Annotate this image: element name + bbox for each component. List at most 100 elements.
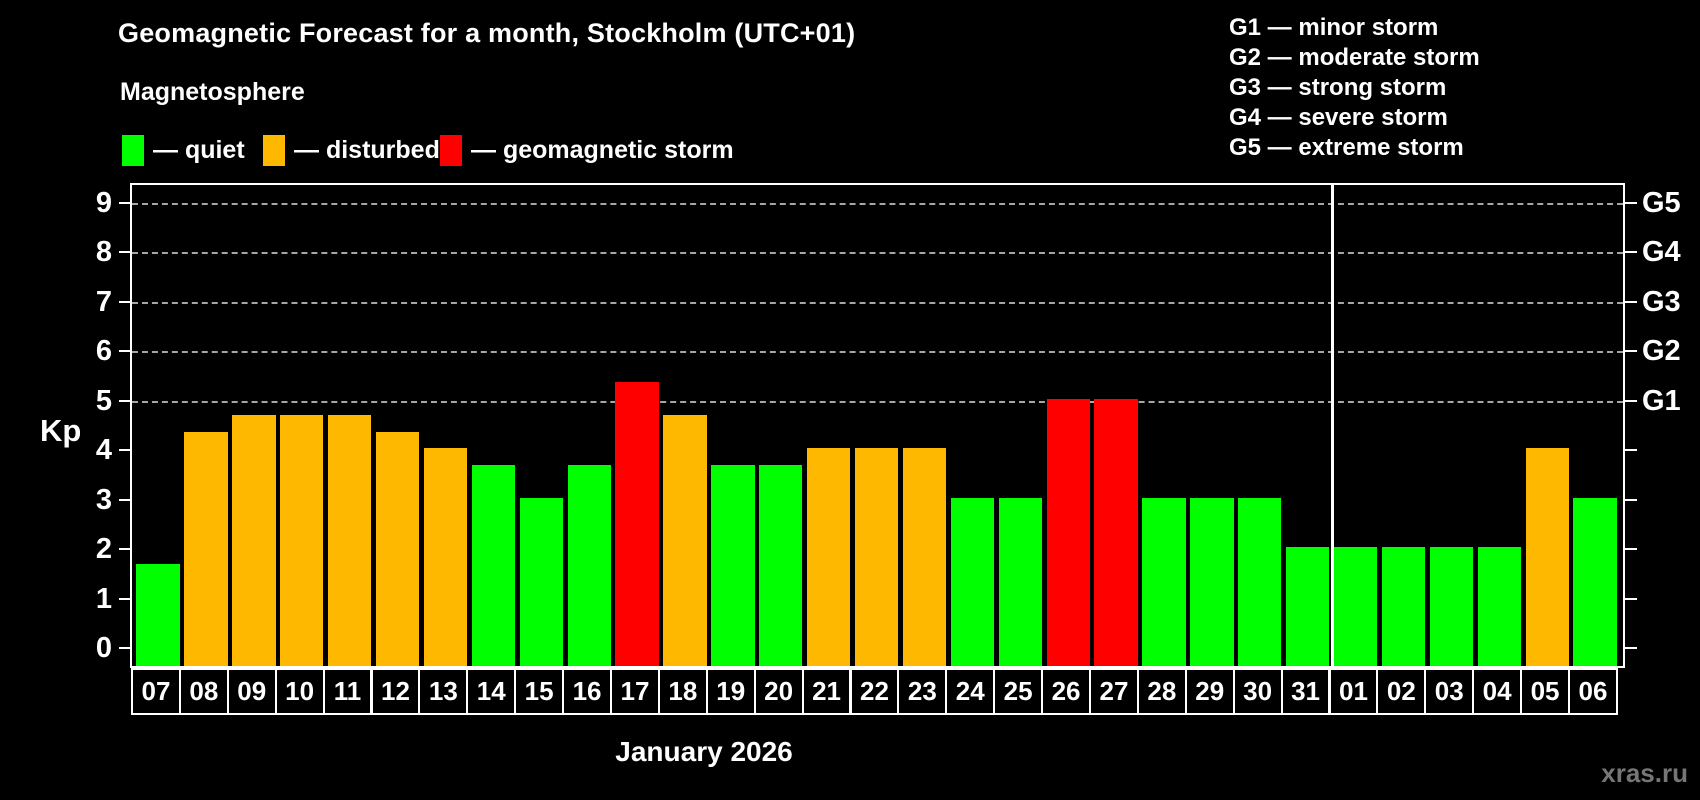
date-box-22: 22 — [849, 668, 900, 715]
date-label-03: 03 — [1434, 676, 1464, 706]
date-label-08: 08 — [189, 676, 219, 706]
date-box-04: 04 — [1472, 668, 1523, 715]
g-level-label-g4: G4 — [1642, 236, 1681, 269]
date-box-28: 28 — [1136, 668, 1187, 715]
kp-bar-17 — [615, 382, 659, 666]
y-tick-2 — [119, 548, 130, 551]
storm-scale-line-g5: G5 — extreme storm — [1229, 134, 1464, 161]
kp-bar-30 — [1238, 497, 1282, 666]
kp-bar-08 — [184, 431, 228, 666]
date-box-06: 06 — [1568, 668, 1618, 715]
kp-bar-10 — [280, 415, 324, 666]
y-tick-3 — [119, 498, 130, 501]
right-tick-6 — [1625, 350, 1637, 353]
date-label-15: 15 — [524, 676, 554, 706]
storm-swatch-icon — [440, 135, 462, 166]
legend-label-disturbed: — disturbed — [294, 136, 440, 164]
y-tick-6 — [119, 350, 130, 353]
date-box-29: 29 — [1184, 668, 1235, 715]
kp-bar-27 — [1094, 398, 1138, 666]
legend-label-storm: — geomagnetic storm — [471, 136, 734, 164]
date-label-09: 09 — [237, 676, 267, 706]
kp-bar-21 — [807, 448, 851, 666]
date-box-07: 07 — [131, 668, 181, 715]
right-tick-8 — [1625, 251, 1637, 254]
kp-bar-03 — [1429, 547, 1474, 666]
date-box-10: 10 — [274, 668, 325, 715]
g-level-label-g2: G2 — [1642, 335, 1681, 368]
date-label-04: 04 — [1482, 676, 1512, 706]
date-label-05: 05 — [1530, 676, 1560, 706]
date-label-17: 17 — [620, 676, 650, 706]
right-tick-3 — [1625, 498, 1637, 501]
storm-scale-line-g1: G1 — minor storm — [1229, 14, 1439, 41]
date-box-25: 25 — [993, 668, 1044, 715]
date-label-27: 27 — [1099, 676, 1129, 706]
date-label-31: 31 — [1291, 676, 1320, 706]
kp-bar-06 — [1573, 497, 1617, 666]
gridline-kp7 — [132, 301, 1623, 304]
chart-title: Geomagnetic Forecast for a month, Stockh… — [118, 18, 856, 48]
date-label-12: 12 — [380, 676, 410, 706]
y-tick-label-4: 4 — [95, 434, 112, 467]
right-tick-2 — [1625, 548, 1637, 551]
kp-bar-26 — [1046, 398, 1090, 666]
date-label-24: 24 — [955, 676, 985, 706]
kp-bar-18 — [663, 415, 707, 666]
right-tick-1 — [1625, 597, 1637, 600]
watermark: xras.ru — [1601, 758, 1688, 788]
storm-scale-line-g2: G2 — moderate storm — [1229, 44, 1480, 71]
date-box-01: 01 — [1328, 668, 1379, 715]
date-box-24: 24 — [945, 668, 996, 715]
right-tick-5 — [1625, 399, 1637, 402]
gridline-kp9 — [132, 202, 1623, 205]
kp-bar-02 — [1381, 547, 1426, 666]
kp-bar-24 — [950, 497, 995, 666]
date-label-06: 06 — [1578, 676, 1608, 706]
y-tick-label-0: 0 — [95, 632, 112, 665]
gridline-kp8 — [132, 252, 1623, 255]
date-box-16: 16 — [562, 668, 612, 715]
x-axis-title: January 2026 — [615, 736, 793, 767]
y-tick-label-8: 8 — [95, 236, 112, 269]
y-tick-0 — [119, 647, 130, 650]
date-box-09: 09 — [226, 668, 277, 715]
date-box-02: 02 — [1376, 668, 1427, 715]
date-box-21: 21 — [801, 668, 852, 715]
y-tick-1 — [119, 597, 130, 600]
g-level-label-g1: G1 — [1642, 384, 1681, 417]
date-label-28: 28 — [1147, 676, 1177, 706]
kp-bar-04 — [1477, 547, 1521, 666]
storm-scale-line-g4: G4 — severe storm — [1229, 104, 1448, 131]
date-box-18: 18 — [657, 668, 708, 715]
magnetosphere-label: Magnetosphere — [120, 78, 305, 106]
y-tick-label-2: 2 — [95, 533, 112, 566]
date-box-19: 19 — [705, 668, 756, 715]
date-box-17: 17 — [610, 668, 660, 715]
y-tick-label-7: 7 — [95, 285, 112, 318]
g-level-label-g5: G5 — [1642, 186, 1681, 219]
date-label-30: 30 — [1243, 676, 1273, 706]
plot-area — [130, 183, 1625, 668]
date-box-11: 11 — [322, 668, 373, 715]
kp-bar-11 — [328, 415, 372, 666]
y-axis-title: Kp — [40, 413, 82, 448]
date-label-22: 22 — [859, 676, 889, 706]
date-label-13: 13 — [428, 676, 458, 706]
kp-bar-01 — [1333, 547, 1378, 666]
date-label-19: 19 — [716, 676, 746, 706]
date-box-13: 13 — [418, 668, 469, 715]
legend-label-quiet: — quiet — [153, 136, 245, 164]
y-tick-label-3: 3 — [95, 483, 112, 516]
date-label-14: 14 — [476, 676, 506, 706]
kp-bar-29 — [1190, 497, 1234, 666]
kp-bar-16 — [567, 464, 611, 666]
date-label-25: 25 — [1003, 676, 1033, 706]
disturbed-swatch-icon — [263, 135, 285, 166]
date-label-07: 07 — [141, 676, 171, 706]
kp-bar-05 — [1525, 448, 1569, 666]
date-box-15: 15 — [514, 668, 565, 715]
date-label-11: 11 — [333, 676, 362, 706]
g-level-label-g3: G3 — [1642, 285, 1681, 318]
